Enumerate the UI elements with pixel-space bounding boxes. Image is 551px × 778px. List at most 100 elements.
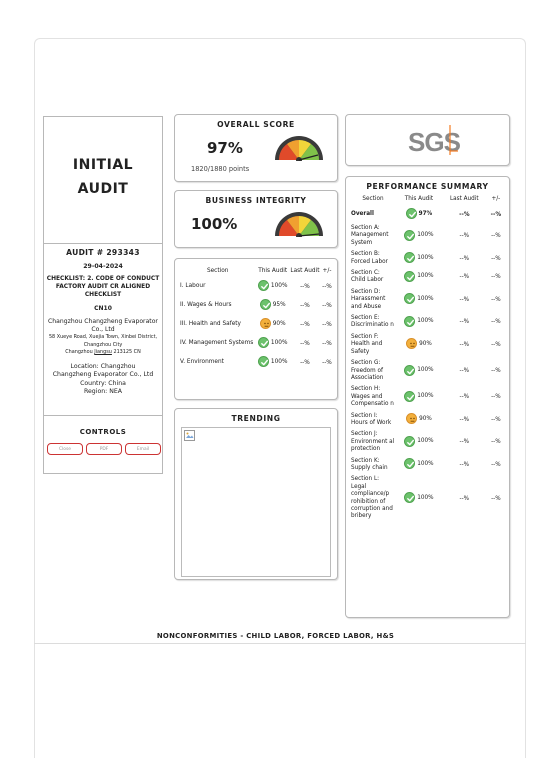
check-circle-icon [404,458,416,470]
performance-row: Section L: Legal compliance/p rohibition… [350,474,505,522]
col-last-audit: Last Audit [290,268,320,274]
last-audit-value: --% [459,439,470,446]
this-audit-value: 100% [270,358,288,365]
this-audit-cell: 95% [256,296,288,315]
country: Country: China [80,379,126,387]
pdf-button[interactable]: PDF [86,443,122,455]
perf-col-diff: +/- [491,196,501,202]
diff-value: --% [491,394,501,401]
report-type-line2: AUDIT [77,181,129,197]
diff-value: --% [491,368,501,375]
checklist-name: CHECKLIST: 2. CODE OF CONDUCT FACTORY AU… [46,276,160,298]
this-audit-cell: 100% [396,313,442,332]
overall-score-card: OVERALL SCORE 97% 1820/1880 points [174,114,338,182]
broken-image-icon [184,430,195,441]
section-name: Section I: Hours of Work [351,412,392,426]
this-audit-value: 100% [417,232,434,239]
company-name: Changzhou Changzheng Evaporator Co., Ltd [48,318,158,333]
this-audit-cell: 100% [256,277,288,296]
warning-face-icon [406,338,418,350]
this-audit-cell: 100% [396,249,442,268]
last-audit-value: --% [459,495,470,502]
performance-table-header: Section This Audit Last Audit +/- [350,193,505,206]
address-province-link[interactable]: Jiangsu [94,349,112,355]
col-section: Section [206,268,229,274]
overall-score-points: 1820/1880 points [191,165,250,173]
section-score-row: I. Labour 100% --% --% [179,277,333,296]
diff-value: --% [491,296,501,303]
diff-value: --% [322,283,332,290]
section-name: Section G: Freedom of Association [351,360,384,381]
performance-row: Section E: Discriminatio n 100% --% --% [350,313,505,332]
last-audit-value: --% [459,296,470,303]
section-name: Section L: Legal compliance/p rohibition… [351,476,393,520]
last-audit-value: --% [459,319,470,326]
overall-score-gauge-icon [275,136,323,161]
trending-chart-frame [181,427,331,577]
performance-row: Overall 97% --% --% [350,206,505,223]
this-audit-cell: 97% [396,206,442,223]
this-audit-cell: 100% [396,287,442,313]
last-audit-value: --% [459,274,470,281]
section-name: I. Labour [180,282,206,289]
check-circle-icon [405,208,417,219]
audit-number: AUDIT # 293343 [66,248,140,257]
audit-date: 29-04-2024 [83,263,123,270]
last-audit-value: --% [300,283,310,290]
logo-card: SGS [345,114,510,166]
last-audit-value: --% [300,359,310,366]
this-audit-value: 100% [417,273,434,280]
this-audit-cell: 100% [256,334,288,353]
this-audit-value: 100% [417,318,434,325]
perf-col-last-audit: Last Audit [450,196,479,202]
diff-value: --% [491,495,501,502]
check-circle-icon [257,356,269,367]
company-address-city: Changzhou Jiangsu 213125 CN [44,349,162,357]
this-audit-cell: 100% [396,384,442,410]
check-circle-icon [404,229,416,241]
controls-buttons: Close PDF Email [47,443,161,455]
address-postal: 213125 CN [111,349,141,355]
check-circle-icon [404,492,416,504]
this-audit-cell: 100% [396,474,442,522]
audit-code: CN10 [94,305,112,312]
business-integrity-gauge-icon [275,212,323,237]
this-audit-cell: 100% [256,353,288,372]
performance-row: Section J: Environment al protection 100%… [350,429,505,455]
address-city: Changzhou [65,349,95,355]
performance-table: Section This Audit Last Audit +/- Overal… [350,193,505,523]
diff-value: --% [491,255,501,262]
performance-summary-card: PERFORMANCE SUMMARY Section This Audit L… [345,176,510,618]
diff-value: --% [491,439,501,446]
performance-row: Section I: Hours of Work 90% --% --% [350,411,505,430]
performance-row: Section A: Management System 100% --% --% [350,223,505,249]
check-circle-icon [259,299,271,310]
report-type-title: INITIAL AUDIT [44,153,162,201]
check-circle-icon [404,270,416,282]
business-integrity-card: BUSINESS INTEGRITY 100% [174,190,338,248]
check-circle-icon [404,293,416,305]
this-audit-value: 100% [417,393,434,400]
this-audit-value: 100% [417,295,434,302]
this-audit-value: 100% [417,460,434,467]
diff-value: --% [491,461,501,468]
location: Location: Changzhou [70,362,136,370]
report-page [34,38,526,758]
section-name: III. Health and Safety [180,320,241,327]
check-circle-icon [404,390,416,402]
location-info: Location: Changzhou Changzheng Evaporato… [44,363,162,397]
location-company: Changzheng Evaporator Co., Ltd [52,371,154,378]
col-this-audit: This Audit [258,268,288,274]
section-name: Section D: Harassment and Abuse [351,288,386,310]
this-audit-value: 90% [419,340,432,347]
close-button[interactable]: Close [47,443,83,455]
section-score-row: II. Wages & Hours 95% --% --% [179,296,333,315]
diff-value: --% [491,341,501,348]
last-audit-value: --% [459,211,470,218]
check-circle-icon [257,337,269,348]
email-button[interactable]: Email [125,443,161,455]
section-name: IV. Management Systems [180,339,254,346]
check-circle-icon [404,364,416,376]
report-type-line1: INITIAL [72,157,134,173]
this-audit-cell: 100% [396,268,442,287]
